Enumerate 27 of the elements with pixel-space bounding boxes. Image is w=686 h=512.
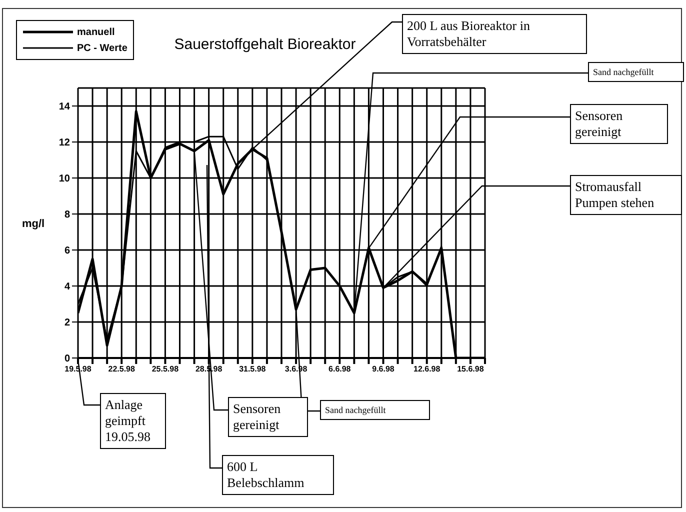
y-tick-label: 8 xyxy=(64,210,70,221)
annotation: Stromausfall Pumpen stehen xyxy=(570,175,682,215)
x-tick-label: 12.6.98 xyxy=(414,364,441,374)
y-tick-label: 10 xyxy=(58,174,70,185)
x-tick-label: 31.5.98 xyxy=(239,364,266,374)
x-tick-label: 25.5.98 xyxy=(152,364,180,374)
x-tick-label: 9.6.98 xyxy=(372,364,395,374)
text: 600 L Belebschlamm xyxy=(222,455,334,495)
annotation: Sand nachgefüllt xyxy=(588,62,684,82)
y-tick-label: 0 xyxy=(64,354,70,365)
y-tick-label: 14 xyxy=(58,102,70,113)
y-tick-label: 6 xyxy=(64,246,70,257)
annotation: Sand nachgefüllt xyxy=(320,400,430,420)
x-tick-label: 22.5.98 xyxy=(108,364,136,374)
annotation: 200 L aus Bioreaktor in Vorratsbehälter xyxy=(402,14,587,54)
y-axis-title: mg/l xyxy=(22,218,45,230)
text: Anlage geimpft 19.05.98 xyxy=(100,393,166,449)
x-tick-label: 15.6.98 xyxy=(457,364,484,374)
legend-label: PC - Werte xyxy=(77,42,128,54)
annotation: Sensoren gereinigt xyxy=(570,104,668,144)
chart-title: Sauerstoffgehalt Bioreaktor xyxy=(173,36,357,53)
legend-label: manuell xyxy=(77,26,115,38)
y-tick-label: 4 xyxy=(64,282,70,293)
x-tick-label: 6.6.98 xyxy=(328,364,352,374)
annotation: Sensoren gereinigt xyxy=(228,397,308,437)
y-tick-label: 12 xyxy=(58,138,70,149)
y-tick-label: 2 xyxy=(64,318,70,329)
